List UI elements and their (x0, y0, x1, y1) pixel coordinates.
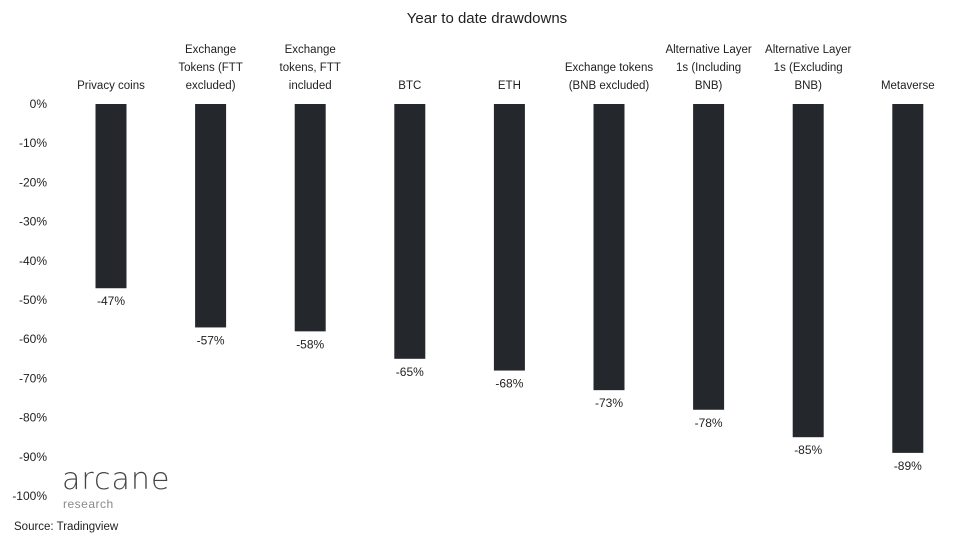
chart-title: Year to date drawdowns (407, 10, 567, 27)
arcane-logo-subtext: research (63, 497, 114, 511)
source-note: Source: Tradingview (14, 521, 119, 533)
bar (95, 104, 127, 289)
value-label: -78% (695, 416, 723, 430)
bar (493, 104, 525, 371)
value-labels: -47% -57% -58% -65% -68% -73% -78% -85% -89% (97, 294, 922, 473)
value-label: -68% (495, 377, 523, 391)
y-tick-label: -60% (19, 332, 47, 346)
category-label: Privacy coins (77, 80, 145, 92)
bars (95, 104, 924, 453)
bar (394, 104, 426, 359)
y-tick-label: -20% (19, 175, 47, 189)
category-label: ETH (498, 80, 521, 92)
value-label: -89% (894, 459, 922, 473)
bar (294, 104, 326, 332)
value-label: -57% (197, 333, 225, 347)
y-tick-label: -100% (12, 489, 47, 503)
y-tick-label: -10% (19, 136, 47, 150)
y-tick-label: -90% (19, 450, 47, 464)
y-tick-label: -40% (19, 254, 47, 268)
value-label: -47% (97, 294, 125, 308)
value-label: -85% (794, 443, 822, 457)
bar (792, 104, 824, 438)
category-label: Alternative Layer 1s (Including BNB) (665, 44, 751, 92)
y-tick-label: -50% (19, 293, 47, 307)
y-tick-label: -70% (19, 371, 47, 385)
category-label: Exchange tokens, FTT included (280, 44, 341, 92)
arcane-logo: arcane (62, 462, 171, 497)
value-label: -65% (396, 365, 424, 379)
category-label: Exchange tokens (BNB excluded) (565, 62, 653, 92)
category-labels: Privacy coins Exchange Tokens (FTT excluded… (77, 44, 935, 92)
y-tick-label: -30% (19, 215, 47, 229)
bar (892, 104, 924, 453)
value-label: -73% (595, 396, 623, 410)
bar (195, 104, 227, 328)
category-label: BTC (398, 80, 421, 92)
category-label: Metaverse (881, 80, 935, 92)
category-label: Exchange Tokens (FTT excluded) (178, 44, 243, 92)
category-label: Alternative Layer 1s (Excluding BNB) (765, 44, 851, 92)
y-axis: 0% -10% -20% -30% -40% -50% -60% -70% -80% -90% -1… (12, 97, 47, 503)
bar (593, 104, 625, 391)
y-tick-label: -80% (19, 411, 47, 425)
y-tick-label: 0% (30, 97, 48, 111)
value-label: -58% (296, 337, 324, 351)
bar (693, 104, 725, 410)
